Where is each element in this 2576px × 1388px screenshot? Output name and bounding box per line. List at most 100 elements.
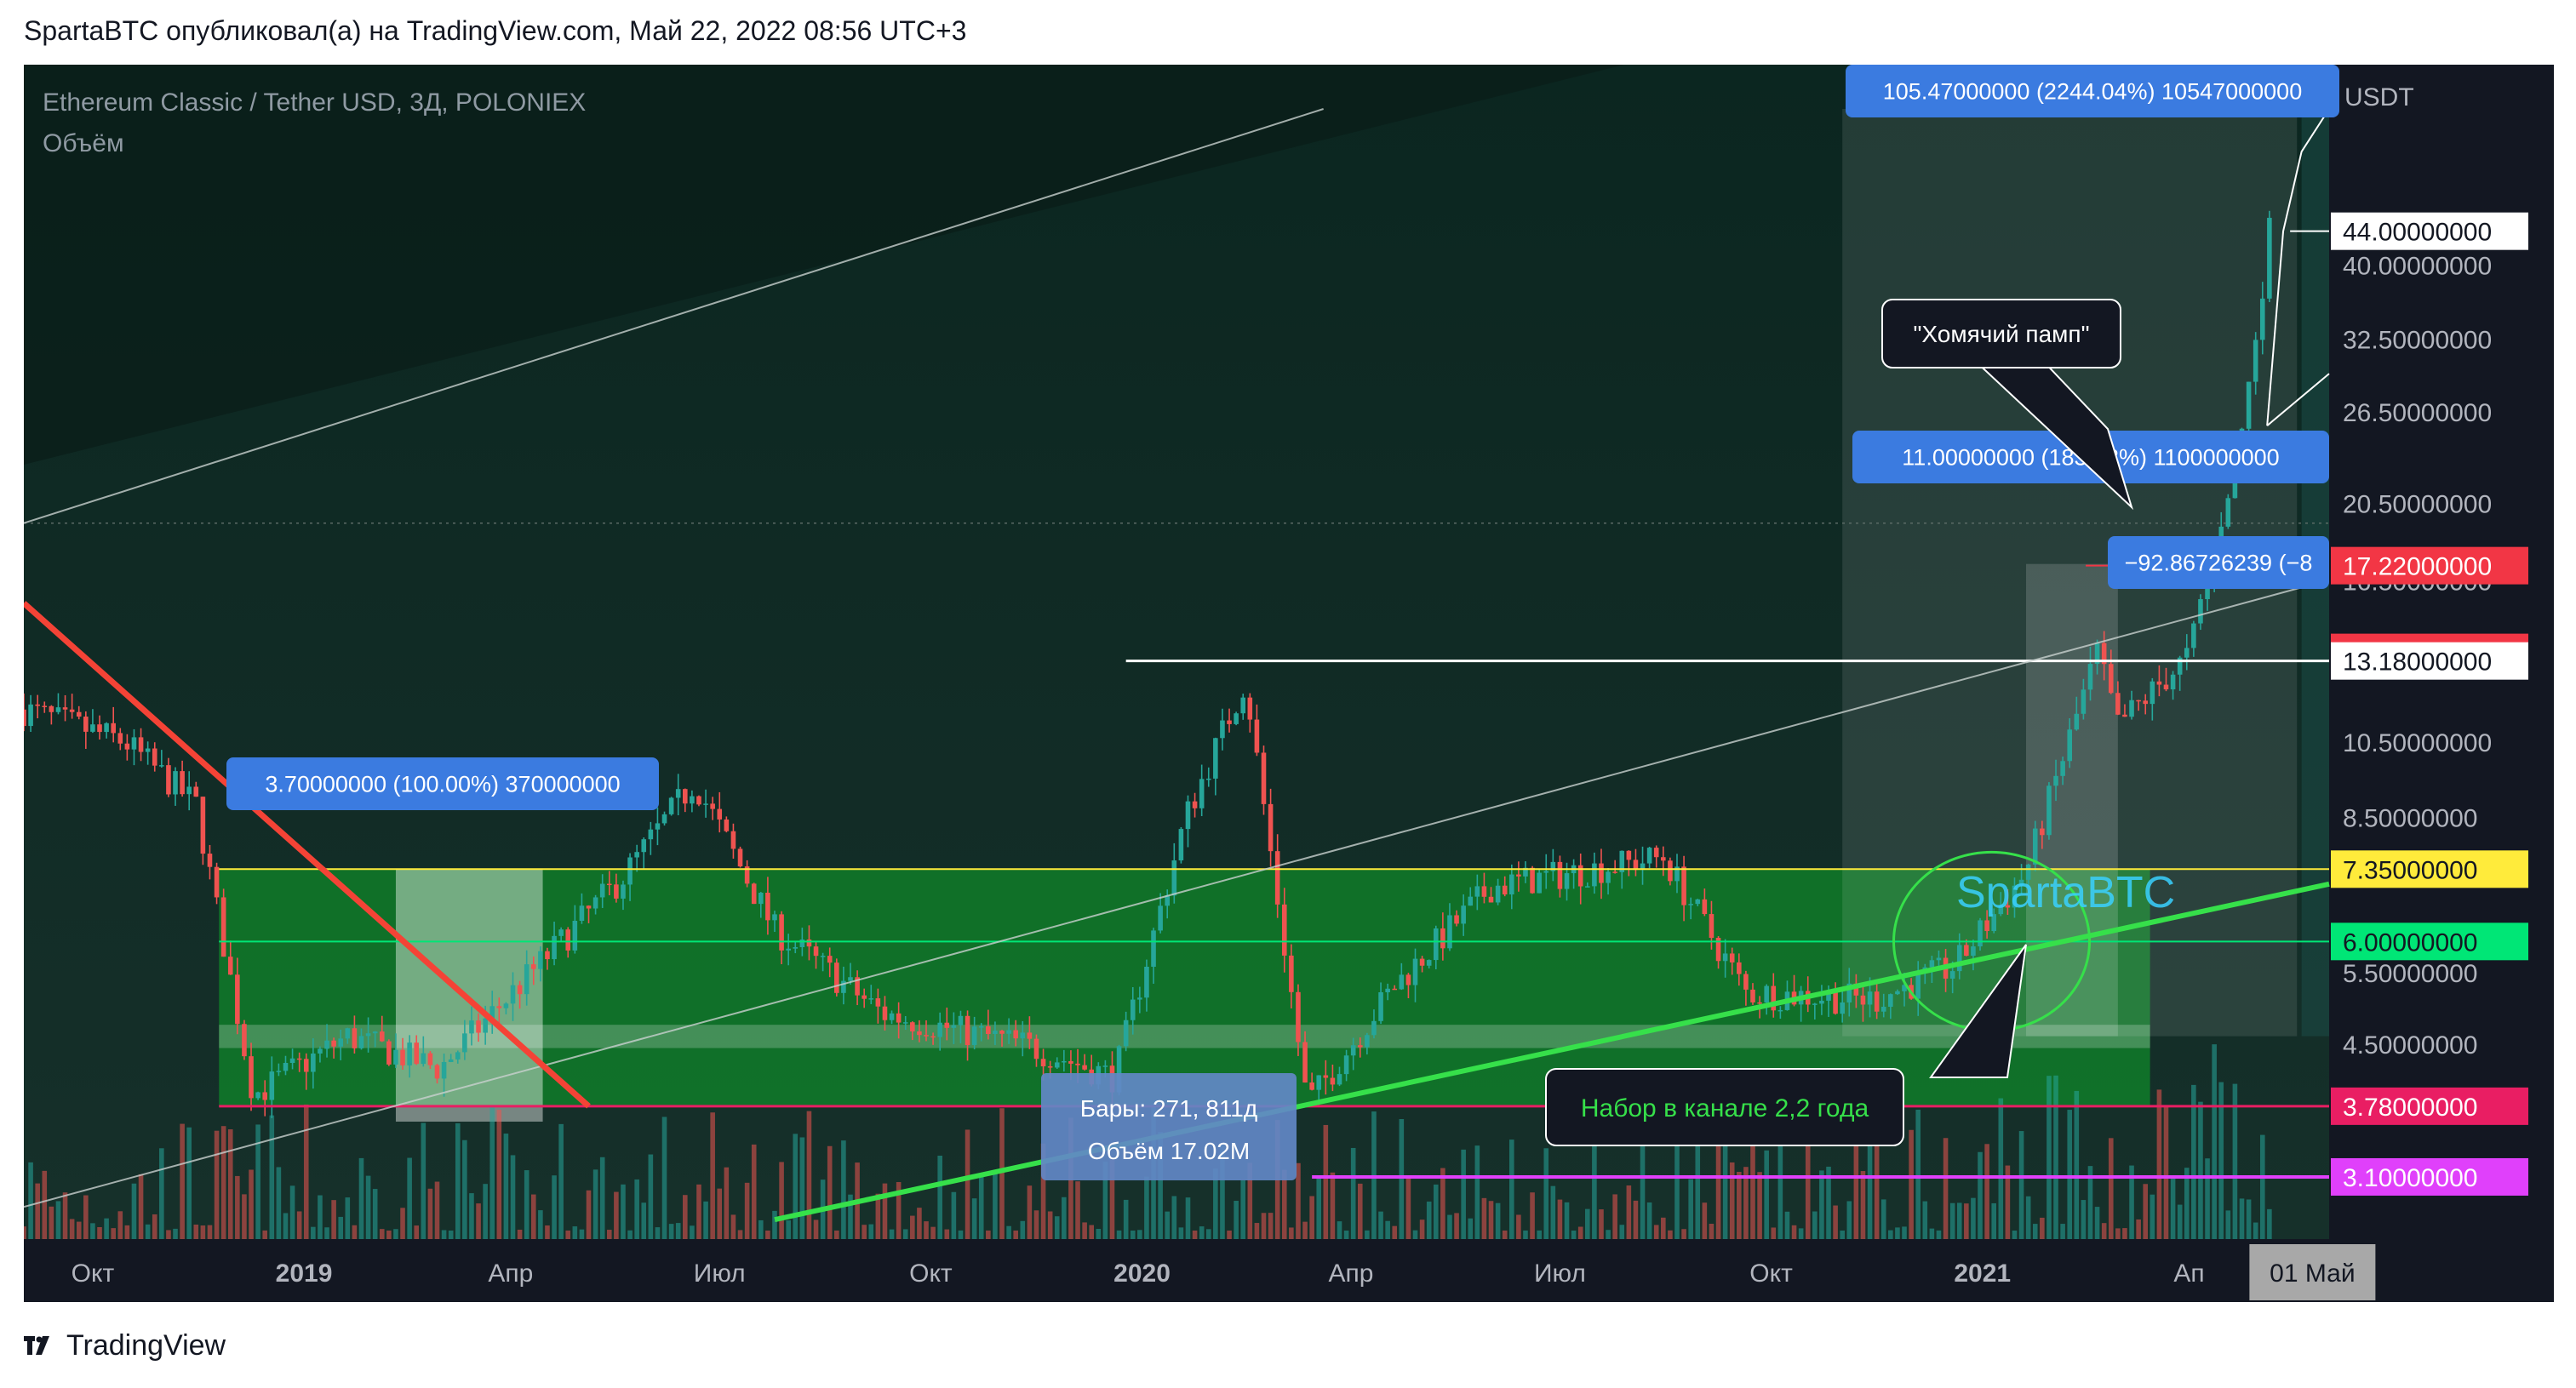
candle-body — [848, 977, 853, 981]
candle-body — [76, 711, 82, 717]
volume-bar — [90, 1223, 95, 1239]
candle-body — [1619, 850, 1625, 872]
candle-body — [186, 786, 192, 795]
candle-body — [379, 1031, 385, 1042]
upper-channel-fill — [24, 65, 1624, 465]
candle-body — [1385, 988, 1390, 993]
candle-body — [1495, 885, 1501, 903]
candle-body — [1550, 861, 1556, 871]
volume-bar — [35, 1183, 40, 1239]
candle-body — [1626, 850, 1632, 860]
volume-bar — [1254, 1223, 1260, 1239]
volume-bar — [1626, 1185, 1632, 1239]
candle-body — [2094, 643, 2100, 665]
candle-body — [1178, 829, 1184, 861]
candle-body — [2018, 879, 2024, 886]
candle-body — [1715, 938, 1721, 962]
candle-body — [318, 1048, 323, 1054]
volume-bar — [552, 1175, 557, 1239]
volume-bar — [1840, 1230, 1845, 1239]
candle-body — [696, 796, 701, 805]
volume-bar — [1688, 1179, 1693, 1239]
candle-body — [1502, 885, 1508, 895]
candle-body — [152, 748, 157, 766]
volume-bar — [1523, 1230, 1528, 1239]
volume-bar — [1289, 1227, 1294, 1239]
volume-bar — [937, 1156, 942, 1239]
volume-bar — [1461, 1149, 1466, 1239]
volume-bar — [1488, 1201, 1494, 1239]
volume-bar — [1337, 1221, 1342, 1239]
candle-body — [1213, 738, 1218, 779]
volume-bar — [220, 1126, 226, 1239]
candle-body — [400, 1049, 405, 1065]
volume-bar — [1668, 1230, 1673, 1239]
price-chart[interactable]: 105.47000000 (2244.04%) 1054700000011.00… — [24, 65, 2554, 1302]
volume-bar — [1777, 1106, 1783, 1239]
volume-bar — [276, 1167, 282, 1239]
candle-body — [1508, 874, 1514, 895]
volume-bar — [1543, 1148, 1549, 1239]
price-tick-label: 40.00000000 — [2343, 253, 2492, 281]
volume-bar — [917, 1208, 922, 1239]
candle-body — [242, 1024, 247, 1057]
candle-body — [1530, 867, 1535, 894]
candle-body — [496, 1006, 502, 1008]
volume-bar — [772, 1210, 777, 1239]
symbol-legend: Ethereum Classic / Tether USD, 3Д, POLON… — [43, 89, 586, 117]
time-tick-label: Окт — [72, 1259, 115, 1288]
candle-body — [455, 1052, 461, 1060]
volume-bar — [690, 1225, 695, 1239]
volume-bar — [1612, 1194, 1617, 1239]
volume-bar — [621, 1184, 626, 1239]
candle-body — [730, 831, 736, 849]
tradingview-logo-icon[interactable] — [24, 1336, 54, 1355]
volume-bar — [2067, 1110, 2073, 1239]
candle-body — [2156, 681, 2162, 685]
volume-bar — [1895, 1227, 1900, 1239]
candle-body — [414, 1042, 420, 1065]
volume-bar — [717, 1188, 723, 1239]
volume-bar — [841, 1140, 846, 1239]
volume-bar — [1956, 1202, 1962, 1239]
candle-body — [1185, 801, 1191, 830]
chart-frame[interactable]: 105.47000000 (2244.04%) 10547000000 11.00… — [24, 65, 2554, 1302]
candle-body — [227, 957, 233, 975]
candle-body — [448, 1059, 454, 1062]
volume-bar — [455, 1122, 461, 1239]
candle-body — [2005, 905, 2011, 908]
candle-body — [489, 1006, 495, 1019]
price-tick-label: 4.50000000 — [2343, 1031, 2478, 1060]
volume-bar — [1062, 1197, 1067, 1239]
candle-body — [1936, 957, 1942, 961]
volume-bar — [1571, 1230, 1577, 1239]
candle-body — [703, 803, 708, 805]
volume-bar — [661, 1117, 667, 1239]
volume-bar — [1764, 1150, 1769, 1239]
candle-body — [1543, 871, 1549, 873]
time-tick-label: Апр — [488, 1259, 533, 1288]
volume-bar — [1681, 1229, 1686, 1239]
candle-body — [1880, 1007, 1886, 1012]
volume-bar — [318, 1195, 323, 1239]
volume-bar — [2101, 1223, 2107, 1239]
price-marker-box — [2331, 212, 2528, 250]
volume-bar — [2074, 1090, 2080, 1239]
candle-body — [117, 733, 123, 744]
volume-bar — [145, 1224, 151, 1239]
candle-body — [772, 914, 777, 921]
candle-body — [1633, 860, 1639, 871]
candle-body — [1274, 851, 1280, 905]
candle-body — [1447, 915, 1452, 949]
candle-body — [365, 1033, 371, 1037]
volume-bar — [2170, 1178, 2176, 1239]
candle-body — [1027, 1032, 1033, 1039]
measure-box-2021 — [2025, 563, 2118, 1037]
volume-bar — [1633, 1200, 1639, 1239]
target-wedge-lower — [2266, 373, 2330, 426]
tradingview-brand[interactable]: TradingView — [66, 1328, 226, 1362]
candle-body — [1695, 899, 1701, 905]
candle-body — [1365, 1035, 1370, 1048]
volume-bar — [2232, 1083, 2238, 1239]
volume-bar — [159, 1148, 164, 1239]
